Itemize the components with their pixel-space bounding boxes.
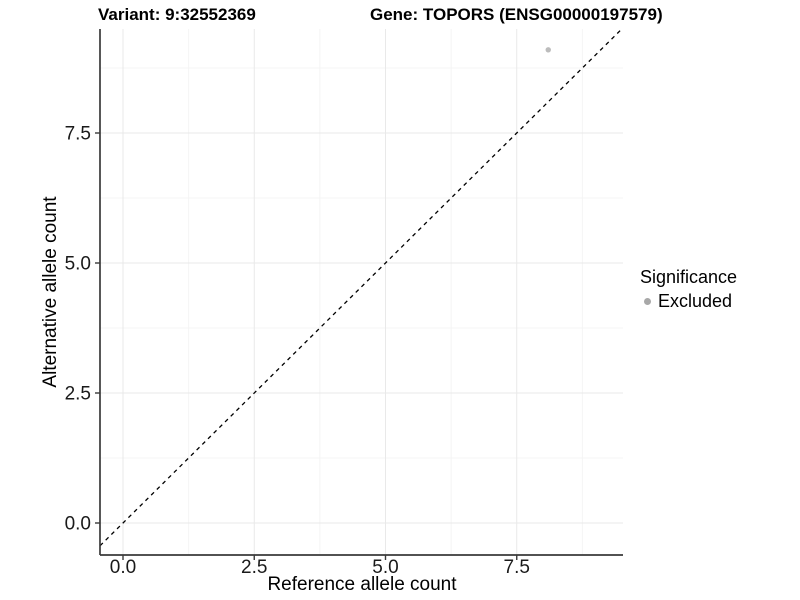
variant-title: Variant: 9:32552369 <box>98 5 256 24</box>
legend-title: Significance <box>640 267 738 287</box>
x-tick-label: 5.0 <box>372 557 398 578</box>
y-tick-label: 0.0 <box>65 514 91 535</box>
y-tick-label: 7.5 <box>65 124 91 145</box>
excluded-marker-icon <box>644 298 651 305</box>
data-point-excluded <box>545 47 551 53</box>
y-axis-title: Alternative allele count <box>40 196 61 388</box>
y-tick-label: 2.5 <box>65 384 91 405</box>
identity-line <box>99 28 623 547</box>
x-axis-title: Reference allele count <box>267 574 457 595</box>
gene-title: Gene: TOPORS (ENSG00000197579) <box>370 5 663 24</box>
y-tick-label: 5.0 <box>65 254 91 275</box>
legend-entry-label: Excluded <box>658 291 733 311</box>
x-tick-label: 7.5 <box>504 557 530 578</box>
legend-entry-excluded: Excluded <box>640 291 737 312</box>
x-tick-label: 0.0 <box>110 557 136 578</box>
legend: Significance Excluded <box>640 267 737 312</box>
x-tick-label: 2.5 <box>241 557 267 578</box>
